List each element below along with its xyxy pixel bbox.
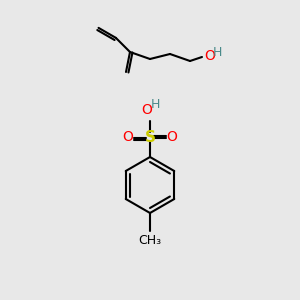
Text: S: S [145, 130, 155, 145]
Text: H: H [213, 46, 222, 59]
Text: O: O [204, 49, 215, 63]
Text: O: O [167, 130, 177, 144]
Text: CH₃: CH₃ [138, 234, 162, 247]
Text: O: O [123, 130, 134, 144]
Text: H: H [150, 98, 160, 111]
Text: O: O [142, 103, 152, 117]
